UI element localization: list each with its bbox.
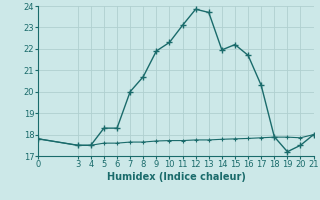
X-axis label: Humidex (Indice chaleur): Humidex (Indice chaleur) — [107, 172, 245, 182]
